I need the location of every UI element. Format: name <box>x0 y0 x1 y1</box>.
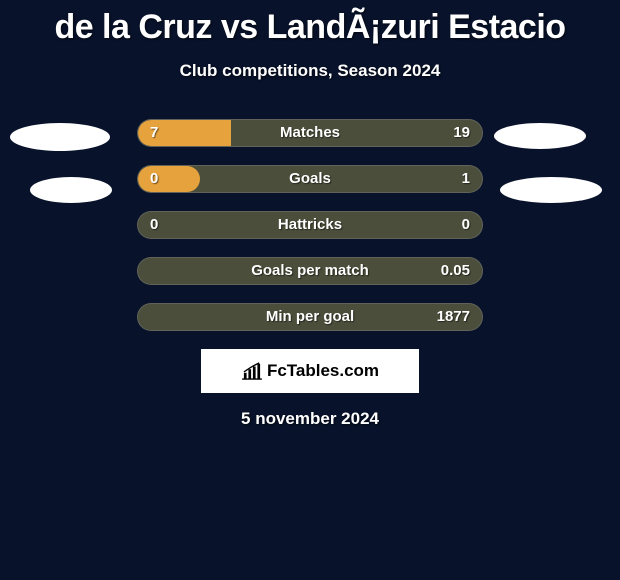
decorative-ellipse <box>500 177 602 203</box>
stats-container: 719Matches 01Goals 00Hattricks 0.05Goals pe… <box>137 119 483 331</box>
bar-chart-icon <box>241 362 263 380</box>
stat-bar: 01Goals <box>137 165 483 193</box>
stat-label: Goals per match <box>138 258 482 284</box>
decorative-ellipse <box>494 123 586 149</box>
date-label: 5 november 2024 <box>0 409 620 429</box>
decorative-ellipse <box>30 177 112 203</box>
decorative-ellipse <box>10 123 110 151</box>
page-title: de la Cruz vs LandÃ¡zuri Estacio <box>0 0 620 47</box>
stat-bar: 0.05Goals per match <box>137 257 483 285</box>
stat-label: Min per goal <box>138 304 482 330</box>
logo-text: FcTables.com <box>267 361 379 381</box>
stat-bar: 00Hattricks <box>137 211 483 239</box>
page-subtitle: Club competitions, Season 2024 <box>0 61 620 81</box>
stat-label: Matches <box>138 120 482 146</box>
logo-box: FcTables.com <box>201 349 419 393</box>
stat-bar: 1877Min per goal <box>137 303 483 331</box>
stat-bar: 719Matches <box>137 119 483 147</box>
stat-label: Hattricks <box>138 212 482 238</box>
stat-label: Goals <box>138 166 482 192</box>
